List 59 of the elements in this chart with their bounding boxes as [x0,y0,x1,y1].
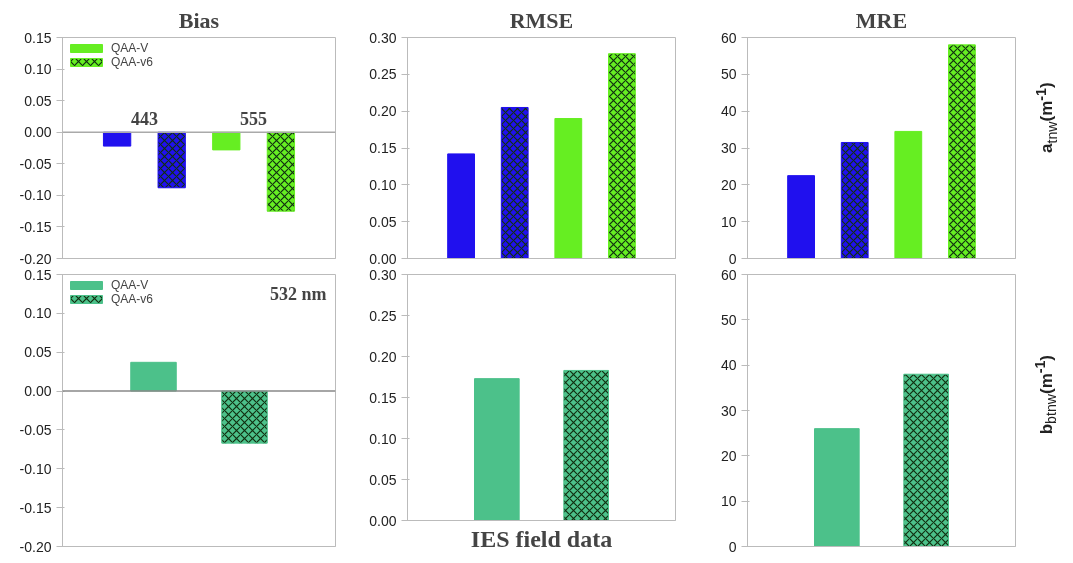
y-tick-label: 50 [720,311,737,328]
y-tick-label: 40 [720,357,737,374]
y-tick-label: -0.15 [19,218,52,235]
chart-title: Bias [178,7,220,33]
bar [894,130,923,259]
x-axis-title: IES field data [470,525,613,552]
y-tick-label: 0.30 [369,266,397,283]
y-tick-label: -0.20 [19,250,52,267]
y-tick-label: 0.10 [369,176,397,193]
y-tick-label: 0.00 [369,512,397,529]
legend-label: QAA-V [111,41,149,55]
y-tick-label: 0 [728,538,737,555]
y-tick-label: 0.15 [24,29,52,46]
y-tick-label: 20 [720,176,737,193]
y-tick-label: 0.15 [369,389,397,406]
y-tick-label: 0.15 [24,266,52,283]
y-tick-label: 30 [720,140,737,156]
y-tick-label: 0.05 [369,213,397,230]
y-tick-label: 10 [720,213,737,230]
y-tick-label: -0.20 [19,538,52,555]
y-tick-label: 0.25 [369,307,397,324]
legend-label: QAA-V [111,278,149,292]
y-tick-label: 0.30 [369,29,397,46]
annotation: 532 nm [269,283,327,304]
y-tick-label: 0.20 [369,103,397,120]
y-tick-label: 0.25 [369,66,397,83]
bar [787,175,815,259]
y-tick-label: 0.10 [24,305,52,322]
y-tick-label: 20 [720,447,737,464]
y-tick-label: 60 [720,266,737,283]
y-tick-label: -0.05 [19,421,52,438]
chart-title: RMSE [509,7,574,33]
y-tick-label: 0.05 [369,471,397,488]
legend-label: QAA-v6 [111,55,154,69]
bar [554,118,583,259]
legend-label: QAA-v6 [111,292,154,306]
y-tick-label: 0 [728,250,737,267]
y-tick-label: 0.00 [24,383,52,400]
y-tick-label: 10 [720,493,737,510]
y-tick-label: 60 [720,29,737,46]
y-tick-label: 50 [720,66,737,83]
y-tick-label: 0.10 [369,430,397,447]
y-tick-label: 30 [720,402,737,419]
y-tick-label: -0.10 [19,460,52,477]
y-tick-label: 0.10 [24,61,52,78]
y-tick-label: 0.00 [24,124,52,141]
y-tick-label: -0.10 [19,187,52,204]
y-tick-label: 0.00 [369,250,397,267]
annotation: 443 [130,108,158,129]
bar [447,153,475,259]
annotation: 555 [240,108,268,129]
y-tick-label: 0.15 [369,140,397,156]
y-tick-label: 0.20 [369,348,397,365]
y-tick-label: -0.15 [19,499,52,516]
y-tick-label: 0.05 [24,92,52,109]
y-tick-label: 0.05 [24,344,52,361]
chart-title: MRE [855,7,908,33]
y-tick-label: 40 [720,103,737,120]
y-tick-label: -0.05 [19,155,52,172]
